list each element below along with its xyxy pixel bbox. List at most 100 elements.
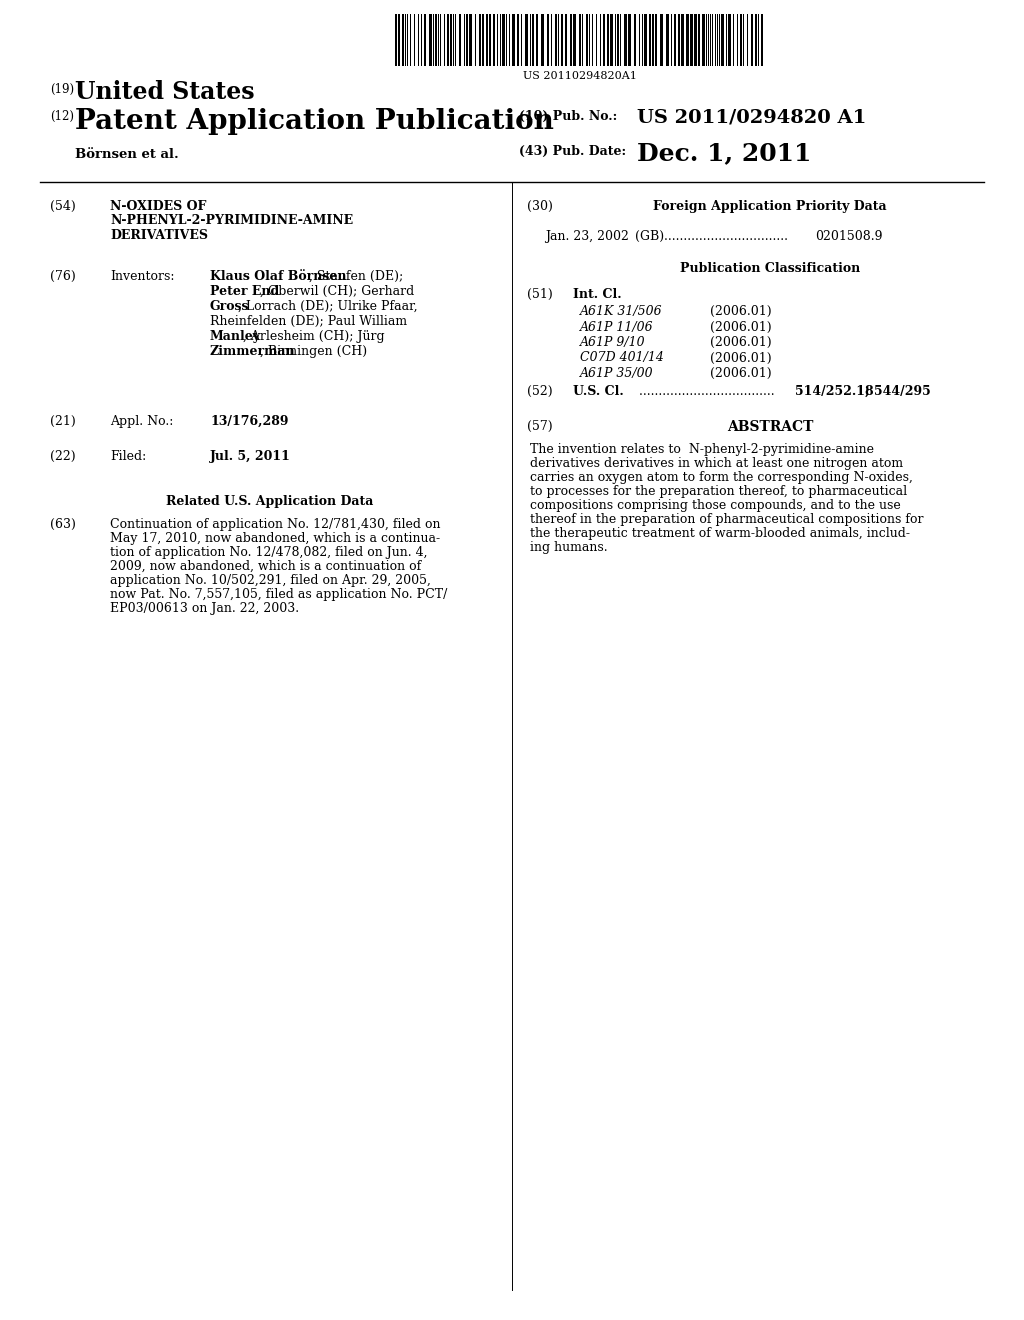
Text: (GB): (GB) [635, 230, 665, 243]
Text: compositions comprising those compounds, and to the use: compositions comprising those compounds,… [530, 499, 901, 512]
Bar [466, 15, 468, 66]
Text: Publication Classification: Publication Classification [680, 261, 860, 275]
Text: United States: United States [75, 81, 255, 104]
Text: A61P 11/06: A61P 11/06 [580, 321, 653, 334]
Bar [655, 15, 657, 66]
Bar [666, 15, 669, 66]
Text: Appl. No.:: Appl. No.: [110, 414, 173, 428]
Bar [660, 15, 663, 66]
Text: (2006.01): (2006.01) [710, 367, 772, 380]
Text: 2009, now abandoned, which is a continuation of: 2009, now abandoned, which is a continua… [110, 560, 421, 573]
Text: ...................................: ................................... [635, 385, 774, 399]
Text: ing humans.: ing humans. [530, 541, 607, 554]
Bar [435, 15, 437, 66]
Bar [536, 15, 538, 66]
Text: (63): (63) [50, 517, 76, 531]
Bar [469, 15, 472, 66]
Text: , Binningen (CH): , Binningen (CH) [259, 345, 367, 358]
Bar [579, 15, 581, 66]
Text: Manley: Manley [210, 330, 261, 343]
Bar [698, 15, 700, 66]
Text: C07D 401/14: C07D 401/14 [580, 351, 664, 364]
Bar [565, 15, 567, 66]
Bar [541, 15, 544, 66]
Text: ABSTRACT: ABSTRACT [727, 420, 813, 434]
Text: Zimmerman: Zimmerman [210, 345, 296, 358]
Text: 13/176,289: 13/176,289 [210, 414, 289, 428]
Bar [728, 15, 731, 66]
Bar [634, 15, 636, 66]
Text: US 20110294820A1: US 20110294820A1 [523, 71, 637, 81]
Text: (22): (22) [50, 450, 76, 463]
Text: Rheinfelden (DE); Paul William: Rheinfelden (DE); Paul William [210, 315, 408, 327]
Text: (2006.01): (2006.01) [710, 305, 772, 318]
Text: (2006.01): (2006.01) [710, 321, 772, 334]
Text: Related U.S. Application Data: Related U.S. Application Data [166, 495, 374, 508]
Bar [447, 15, 449, 66]
Text: (52): (52) [527, 385, 553, 399]
Bar [681, 15, 684, 66]
Bar [502, 15, 505, 66]
Text: A61P 35/00: A61P 35/00 [580, 367, 653, 380]
Text: (2006.01): (2006.01) [710, 337, 772, 348]
Text: (76): (76) [50, 271, 76, 282]
Text: EP03/00613 on Jan. 22, 2003.: EP03/00613 on Jan. 22, 2003. [110, 602, 299, 615]
Bar [690, 15, 693, 66]
Bar [755, 15, 757, 66]
Bar [610, 15, 613, 66]
Bar [573, 15, 575, 66]
Text: Patent Application Publication: Patent Application Publication [75, 108, 554, 135]
Text: (19): (19) [50, 83, 74, 96]
Text: (43) Pub. Date:: (43) Pub. Date: [519, 145, 626, 158]
Bar [607, 15, 609, 66]
Text: (12): (12) [50, 110, 74, 123]
Text: (51): (51) [527, 288, 553, 301]
Bar [489, 15, 490, 66]
Text: Filed:: Filed: [110, 450, 146, 463]
Text: , Arlesheim (CH); Jürg: , Arlesheim (CH); Jürg [243, 330, 385, 343]
Text: A61P 9/10: A61P 9/10 [580, 337, 645, 348]
Text: (54): (54) [50, 201, 76, 213]
Bar [721, 15, 724, 66]
Bar [493, 15, 495, 66]
Bar [586, 15, 588, 66]
Bar [570, 15, 572, 66]
Bar [547, 15, 549, 66]
Bar [429, 15, 432, 66]
Bar [459, 15, 461, 66]
Bar [424, 15, 426, 66]
Text: carries an oxygen atom to form the corresponding N-oxides,: carries an oxygen atom to form the corre… [530, 471, 912, 484]
Text: ; 544/295: ; 544/295 [865, 385, 931, 399]
Text: (2006.01): (2006.01) [710, 351, 772, 364]
Text: (57): (57) [527, 420, 553, 433]
Bar [512, 15, 515, 66]
Text: U.S. Cl.: U.S. Cl. [573, 385, 624, 399]
Text: Klaus Olaf Börnsen: Klaus Olaf Börnsen [210, 271, 346, 282]
Bar [561, 15, 563, 66]
Text: , Oberwil (CH); Gerhard: , Oberwil (CH); Gerhard [259, 285, 414, 298]
Bar [532, 15, 534, 66]
Bar [398, 15, 400, 66]
Bar [486, 15, 488, 66]
Text: Jul. 5, 2011: Jul. 5, 2011 [210, 450, 291, 463]
Text: Int. Cl.: Int. Cl. [573, 288, 622, 301]
Bar [525, 15, 528, 66]
Text: N-PHENYL-2-PYRIMIDINE-AMINE: N-PHENYL-2-PYRIMIDINE-AMINE [110, 214, 353, 227]
Bar [624, 15, 627, 66]
Text: The invention relates to  N-phenyl-2-pyrimidine-amine: The invention relates to N-phenyl-2-pyri… [530, 444, 874, 455]
Bar [652, 15, 654, 66]
Text: , Staufen (DE);: , Staufen (DE); [309, 271, 403, 282]
Text: (30): (30) [527, 201, 553, 213]
Text: to processes for the preparation thereof, to pharmaceutical: to processes for the preparation thereof… [530, 484, 907, 498]
Bar [450, 15, 452, 66]
Text: the therapeutic treatment of warm-blooded animals, includ-: the therapeutic treatment of warm-bloode… [530, 527, 910, 540]
Text: Börnsen et al.: Börnsen et al. [75, 148, 179, 161]
Bar [694, 15, 697, 66]
Text: N-OXIDES OF: N-OXIDES OF [110, 201, 207, 213]
Text: 514/252.18: 514/252.18 [795, 385, 873, 399]
Bar [482, 15, 484, 66]
Text: derivatives derivatives in which at least one nitrogen atom: derivatives derivatives in which at leas… [530, 457, 903, 470]
Text: thereof in the preparation of pharmaceutical compositions for: thereof in the preparation of pharmaceut… [530, 513, 924, 525]
Text: (10) Pub. No.:: (10) Pub. No.: [519, 110, 617, 123]
Text: now Pat. No. 7,557,105, filed as application No. PCT/: now Pat. No. 7,557,105, filed as applica… [110, 587, 447, 601]
